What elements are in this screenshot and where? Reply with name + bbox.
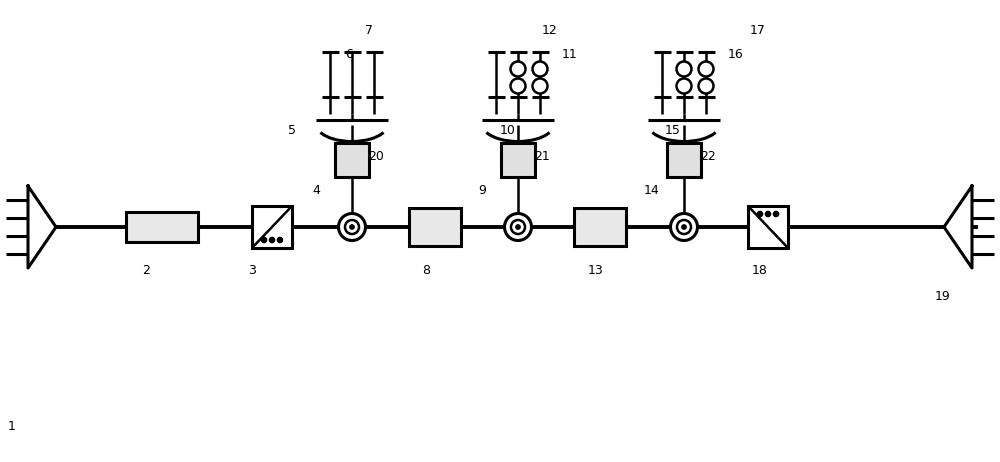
Circle shape [511, 220, 525, 234]
Bar [126, 212, 198, 242]
Circle shape [350, 225, 354, 229]
Circle shape [757, 212, 763, 217]
Bar [252, 206, 292, 248]
Circle shape [698, 61, 714, 77]
Text: 6: 6 [345, 48, 353, 61]
Circle shape [676, 79, 692, 93]
Bar [748, 206, 788, 248]
Text: 20: 20 [368, 151, 384, 164]
Text: 4: 4 [312, 183, 320, 196]
Circle shape [698, 79, 714, 93]
Circle shape [505, 213, 532, 241]
Text: 5: 5 [288, 123, 296, 136]
Circle shape [670, 213, 698, 241]
Bar [574, 208, 626, 246]
Text: 7: 7 [365, 24, 373, 36]
Bar [501, 143, 535, 177]
Circle shape [773, 212, 779, 217]
Text: 22: 22 [700, 151, 716, 164]
Circle shape [676, 61, 692, 77]
Text: 19: 19 [935, 291, 951, 304]
Text: 8: 8 [422, 263, 430, 276]
Text: 2: 2 [142, 263, 150, 276]
Text: 21: 21 [534, 151, 550, 164]
Bar [409, 208, 461, 246]
Bar [667, 143, 701, 177]
Polygon shape [28, 186, 56, 268]
Circle shape [261, 237, 267, 243]
Circle shape [532, 79, 548, 93]
Circle shape [532, 61, 548, 77]
Text: 13: 13 [588, 263, 604, 276]
Text: 3: 3 [248, 263, 256, 276]
Circle shape [511, 61, 526, 77]
Bar [335, 143, 369, 177]
Circle shape [682, 225, 686, 229]
Text: 11: 11 [562, 48, 578, 61]
Text: 17: 17 [750, 24, 766, 36]
Circle shape [277, 237, 283, 243]
Circle shape [511, 79, 526, 93]
Text: 15: 15 [665, 123, 681, 136]
Circle shape [677, 220, 691, 234]
Text: 14: 14 [644, 183, 660, 196]
Circle shape [269, 237, 275, 243]
Text: 12: 12 [542, 24, 558, 36]
Polygon shape [944, 186, 972, 268]
Text: 1: 1 [8, 420, 16, 433]
Text: 10: 10 [500, 123, 516, 136]
Text: 18: 18 [752, 263, 768, 276]
Text: 9: 9 [478, 183, 486, 196]
Circle shape [516, 225, 520, 229]
Circle shape [345, 220, 359, 234]
Text: 16: 16 [728, 48, 744, 61]
Circle shape [765, 212, 771, 217]
Circle shape [338, 213, 366, 241]
